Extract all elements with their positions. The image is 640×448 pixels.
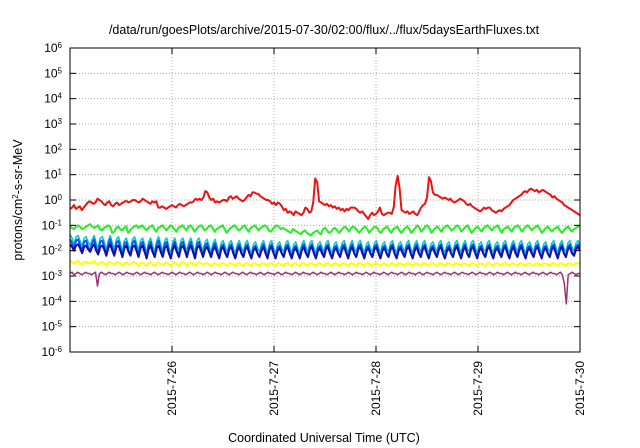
y-tick-label: 10-5 <box>42 319 63 334</box>
x-tick-label: 2015-7-29 <box>471 361 485 416</box>
y-tick-label: 104 <box>44 91 62 106</box>
y-tick-label: 10-2 <box>42 243 63 258</box>
series-line-5 <box>69 243 581 260</box>
y-tick-label: 10-4 <box>42 294 63 309</box>
x-axis-label: Coordinated Universal Time (UTC) <box>228 431 420 445</box>
x-tick-label: 2015-7-27 <box>267 361 281 416</box>
series-line-7 <box>69 271 580 305</box>
x-tick-label: 2015-7-28 <box>369 361 383 416</box>
y-tick-label: 106 <box>44 41 62 56</box>
y-tick-label: 105 <box>44 66 62 81</box>
y-tick-label: 103 <box>44 117 62 132</box>
chart-title: /data/run/goesPlots/archive/2015-07-30/0… <box>109 23 540 37</box>
grid <box>70 48 581 352</box>
y-tick-label: 100 <box>44 193 62 208</box>
x-tick-label: 2015-7-26 <box>165 361 179 416</box>
series-line-2 <box>69 223 581 237</box>
series-line-6 <box>69 259 580 267</box>
y-tick-label: 10-3 <box>42 269 63 284</box>
y-tick-label: 102 <box>44 142 62 157</box>
y-tick-label: 10-1 <box>42 218 63 233</box>
y-tick-label: 10-6 <box>42 345 63 360</box>
x-tick-label: 2015-7-30 <box>573 361 587 416</box>
series-line-1 <box>69 174 581 220</box>
axes: 10-6 10-5 10-4 10-3 10-2 10-1 100 101 102 103 104 1… <box>42 41 587 416</box>
y-axis-label: protons/cm2-s-sr-MeV <box>11 139 26 261</box>
y-tick-label: 101 <box>44 167 62 182</box>
series-layer <box>69 174 581 305</box>
